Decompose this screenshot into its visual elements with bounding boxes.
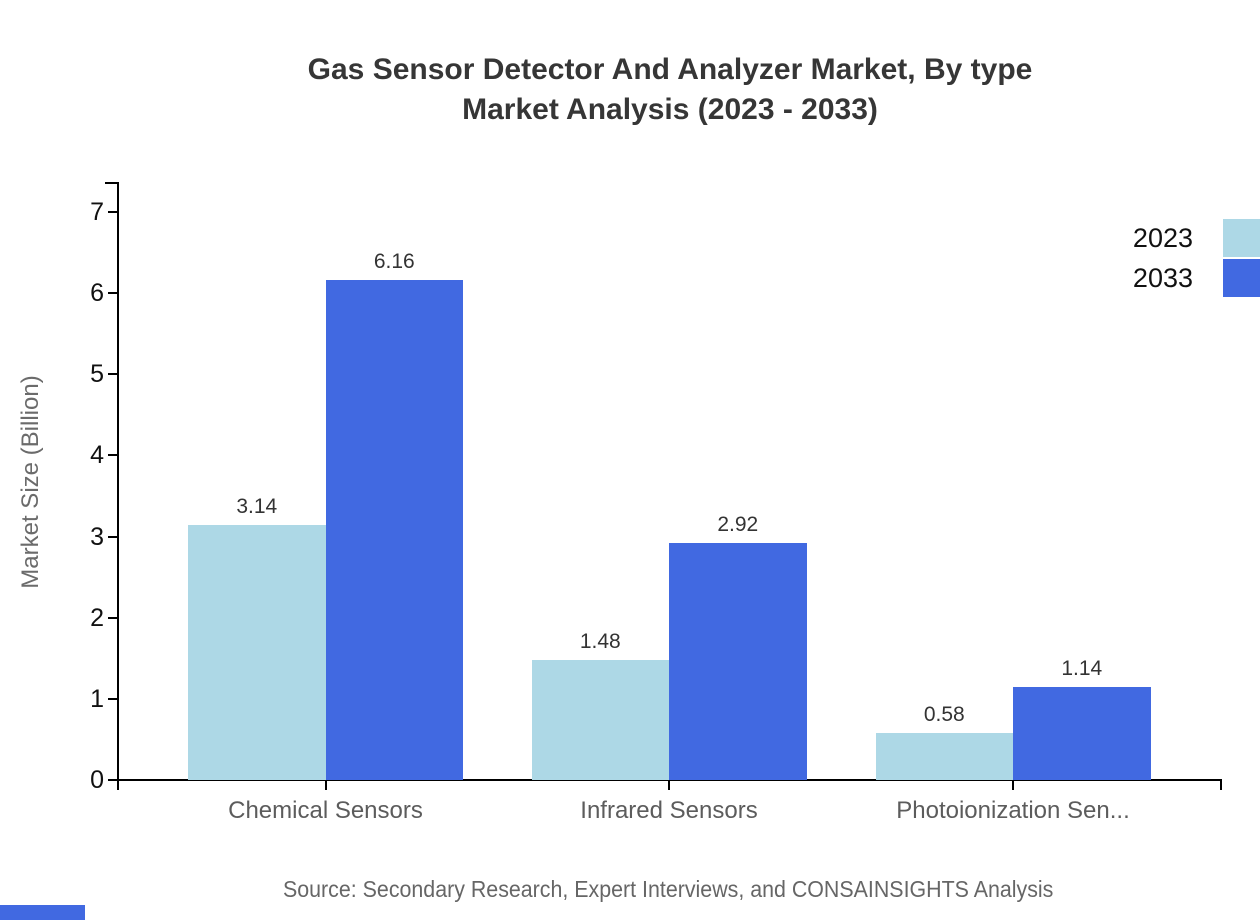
legend-item-2023: 2023 [1040, 219, 1260, 257]
bar-value-2033-photoionization-sen: 1.14 [1061, 657, 1103, 681]
bar-2033-chemical-sensors [325, 280, 463, 780]
y-axis-tick-3 [108, 535, 118, 538]
bar-2023-chemical-sensors [188, 525, 326, 780]
x-axis-left-outer-tick [117, 780, 119, 790]
bar-value-2033-chemical-sensors: 6.16 [373, 250, 415, 274]
y-axis-tick-label-6: 6 [90, 279, 104, 308]
legend-swatch-2033 [1223, 259, 1260, 297]
x-axis-tick-chemical-sensors [324, 781, 327, 790]
legend-label-2023: 2023 [1132, 222, 1193, 253]
legend: 2023 2033 [1040, 219, 1260, 299]
y-axis-tick-6 [108, 292, 118, 295]
y-axis-tick-4 [108, 454, 118, 457]
bar-2033-infrared-sensors [669, 543, 807, 780]
category-label-chemical-sensors: Chemical Sensors [228, 797, 423, 824]
y-axis-tick-5 [108, 373, 118, 376]
x-axis-tick-infrared-sensors [668, 781, 670, 790]
y-axis-tick-1 [108, 697, 118, 700]
x-axis-line [117, 779, 1222, 781]
category-label-infrared-sensors: Infrared Sensors [580, 797, 758, 824]
y-axis-tick-0 [108, 779, 118, 781]
source-note: Source: Secondary Research, Expert Inter… [38, 876, 1260, 903]
y-axis-tick-label-3: 3 [90, 522, 104, 551]
x-axis-tick-photoionization-sen [1012, 781, 1014, 790]
y-axis-tick-7 [108, 211, 118, 213]
chart-title-line-2: Market Analysis (2023 - 2033) [462, 93, 878, 126]
y-axis-tick-label-7: 7 [90, 198, 104, 226]
legend-swatch-2023 [1223, 219, 1260, 257]
bar-value-2023-chemical-sensors: 3.14 [236, 495, 278, 519]
y-axis-title: Market Size (Billion) [17, 375, 44, 589]
source-text: Source: Secondary Research, Expert Inter… [282, 876, 1054, 902]
y-axis-line [117, 182, 119, 780]
category-label-photoionization-sen: Photoionization Sen... [896, 797, 1130, 824]
bar-2023-infrared-sensors [531, 659, 669, 780]
legend-item-2033: 2033 [1040, 259, 1260, 297]
legend-label-2033: 2033 [1132, 262, 1193, 293]
brand-corner-bar [0, 905, 85, 920]
y-axis-tick-label-2: 2 [90, 603, 104, 632]
bar-2023-photoionization-sen [875, 732, 1013, 780]
x-axis-right-outer-tick [1220, 780, 1222, 790]
y-axis-tick-2 [108, 616, 118, 619]
y-axis-tick-label-1: 1 [90, 684, 104, 713]
y-axis-tick-label-4: 4 [90, 441, 104, 470]
y-axis-tick-label-5: 5 [90, 360, 104, 389]
bar-value-2033-infrared-sensors: 2.92 [717, 513, 759, 537]
chart-title-line-1: Gas Sensor Detector And Analyzer Market,… [307, 53, 1033, 86]
y-axis-tick-label-0: 0 [90, 766, 104, 794]
bar-value-2023-infrared-sensors: 1.48 [579, 629, 621, 653]
bar-value-2023-photoionization-sen: 0.58 [923, 702, 965, 726]
bar-2033-photoionization-sen [1013, 687, 1151, 780]
y-axis-top-outer-tick [105, 182, 119, 184]
